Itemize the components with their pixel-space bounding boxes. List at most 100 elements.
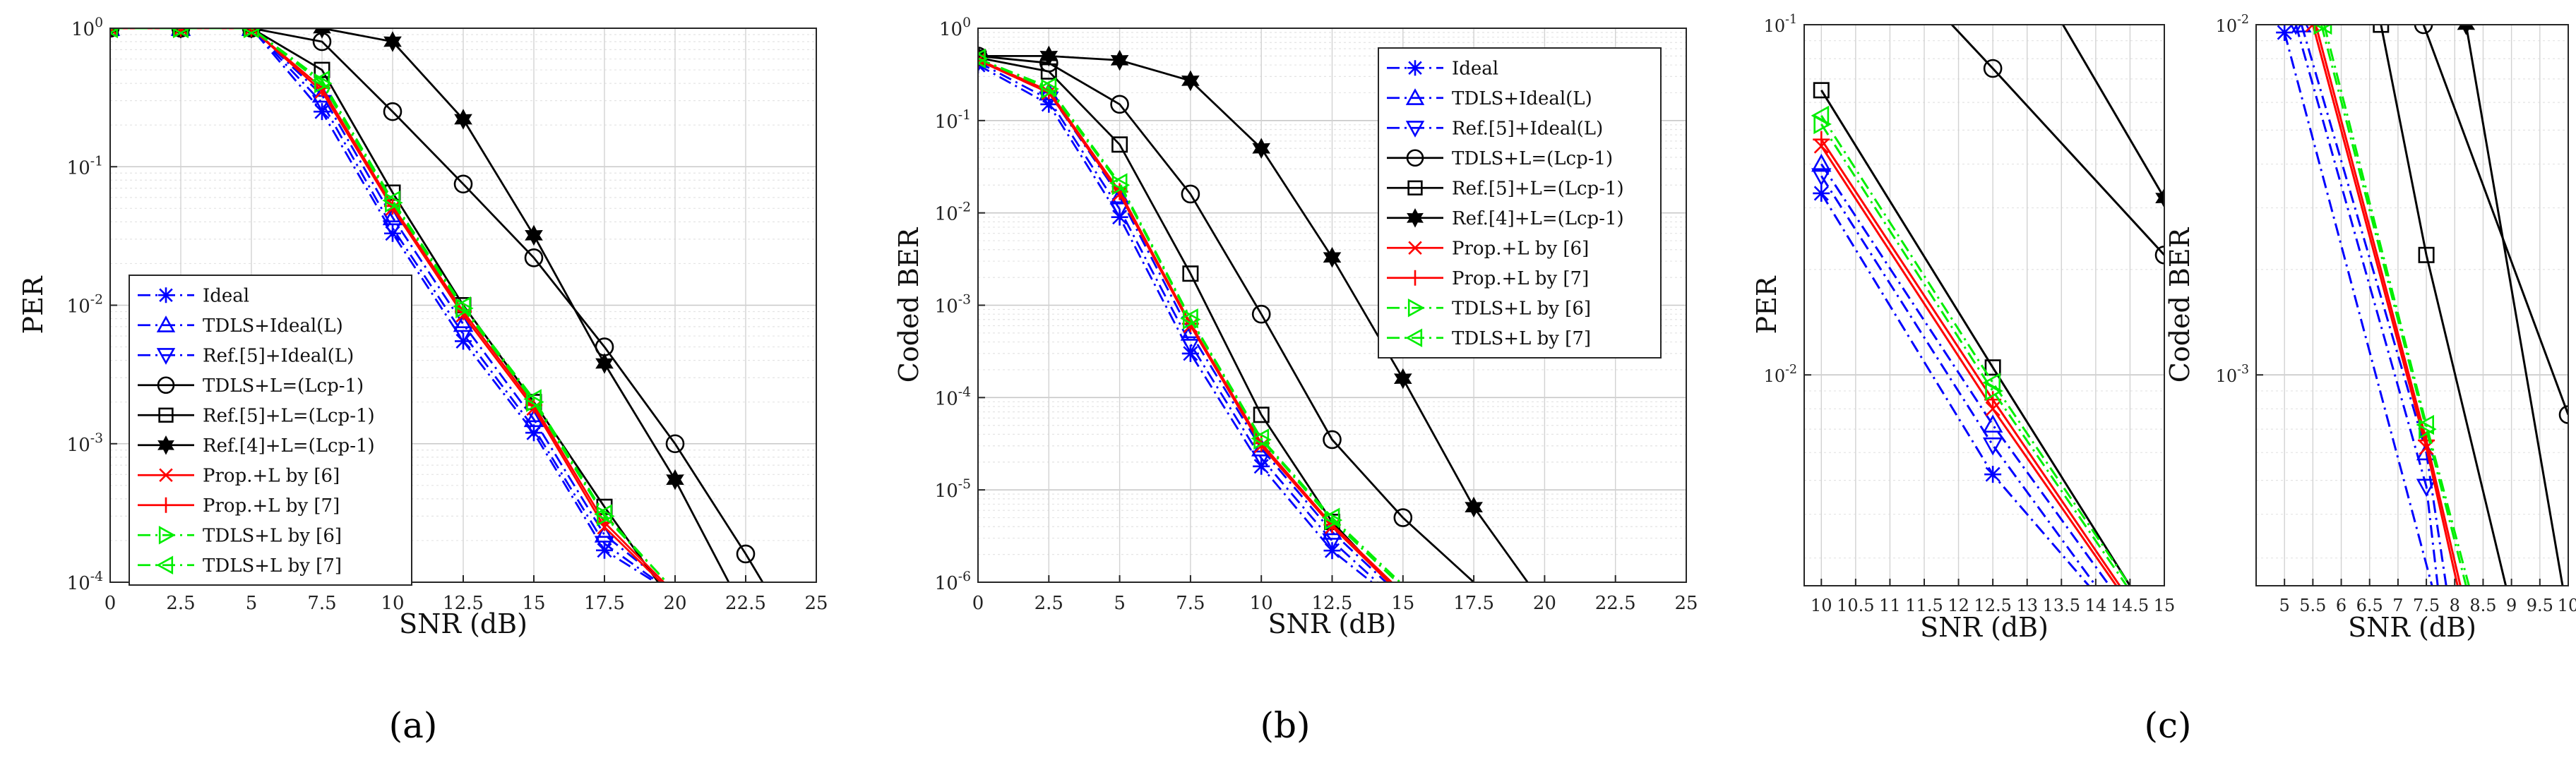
marker-tdls_ideal bbox=[1109, 186, 1130, 205]
legend-marker bbox=[1408, 241, 1422, 255]
marker-tdls7 bbox=[311, 70, 330, 91]
marker-ref4_lcp bbox=[1393, 368, 1412, 390]
x-tick-label: 17.5 bbox=[584, 593, 625, 614]
legend-box bbox=[129, 275, 412, 586]
marker-tdls_lcp bbox=[1393, 508, 1413, 527]
x-tick-label: 5.5 bbox=[2299, 596, 2326, 615]
marker-ref5_ideal bbox=[382, 220, 403, 239]
legend-entry: TDLS+L=(Lcp-1) bbox=[203, 375, 364, 397]
marker-ref5_ideal bbox=[1180, 336, 1201, 355]
x-tick-label: 14 bbox=[2085, 596, 2107, 615]
marker-ref5_lcp bbox=[1182, 265, 1199, 282]
marker-prop7 bbox=[2307, 25, 2325, 33]
series-line-ref4_lcp bbox=[2061, 25, 2164, 199]
x-axis-label: SNR (dB) bbox=[399, 608, 527, 639]
marker-ref5_lcp bbox=[2373, 25, 2390, 33]
legend-entry: Prop.+L by [7] bbox=[1452, 268, 1589, 289]
legend-entry: Ref.[5]+Ideal(L) bbox=[1452, 118, 1603, 139]
marker-tdls7 bbox=[1251, 428, 1270, 449]
marker-ref4_lcp bbox=[1465, 496, 1483, 518]
y-tick-label: 10-3 bbox=[67, 431, 103, 456]
y-tick-label: 10-2 bbox=[2216, 13, 2249, 36]
marker-ref5_ideal bbox=[453, 326, 474, 344]
x-tick-label: 11 bbox=[1879, 596, 1901, 615]
legend-marker bbox=[158, 497, 174, 513]
y-tick-label: 100 bbox=[71, 16, 103, 40]
legend-marker bbox=[1405, 88, 1425, 105]
x-axis-label: SNR (dB) bbox=[2348, 612, 2476, 643]
legend: Ideal TDLS+Ideal(L) Ref.[5]+Ideal(L) TDLS+L… bbox=[1378, 47, 1662, 359]
marker-tdls_lcp bbox=[2414, 25, 2433, 35]
legend-marker bbox=[156, 348, 176, 365]
marker-tdls6 bbox=[1985, 380, 2003, 402]
marker-ref5_ideal bbox=[594, 536, 615, 554]
x-tick-label: 7.5 bbox=[307, 593, 336, 614]
marker-ref5_lcp bbox=[314, 61, 330, 78]
y-tick-label: 10-2 bbox=[67, 293, 103, 318]
axes-frame bbox=[2255, 24, 2569, 586]
y-tick-label: 10-2 bbox=[935, 200, 971, 225]
marker-tdls7 bbox=[453, 296, 471, 317]
marker-ref4_lcp bbox=[595, 353, 614, 374]
x-tick-label: 5 bbox=[2279, 596, 2290, 615]
marker-ideal bbox=[525, 424, 542, 442]
marker-tdls7 bbox=[241, 28, 259, 39]
marker-ref5_lcp bbox=[2418, 246, 2435, 263]
figure-label-b: (b) bbox=[1260, 705, 1310, 746]
x-tick-label: 20 bbox=[1533, 593, 1556, 614]
legend-box bbox=[1378, 47, 1662, 359]
legend-entry: TDLS+L by [7] bbox=[1452, 328, 1591, 349]
marker-ref5_lcp bbox=[1253, 406, 1270, 423]
x-tick-label: 22.5 bbox=[1595, 593, 1636, 614]
legend-entry: Prop.+L by [7] bbox=[203, 495, 340, 517]
x-tick-label: 6 bbox=[2336, 596, 2347, 615]
series-line-ref5_ideal bbox=[2294, 25, 2439, 586]
x-tick-label: 13.5 bbox=[2043, 596, 2080, 615]
figure-label-a: (a) bbox=[389, 705, 438, 746]
legend-entry: TDLS+Ideal(L) bbox=[203, 315, 343, 337]
x-tick-label: 12.5 bbox=[1312, 593, 1353, 614]
marker-ideal bbox=[1984, 466, 2002, 483]
legend-marker bbox=[1407, 208, 1424, 228]
y-tick-label: 10-3 bbox=[935, 293, 971, 318]
legend-marker bbox=[1406, 149, 1424, 167]
marker-tdls_lcp bbox=[453, 174, 473, 194]
x-tick-label: 11.5 bbox=[1905, 596, 1943, 615]
marker-ref5_ideal bbox=[1811, 168, 1832, 186]
marker-prop6 bbox=[110, 28, 118, 36]
x-tick-label: 15 bbox=[1391, 593, 1414, 614]
legend-entry: Ref.[5]+L=(Lcp-1) bbox=[203, 405, 375, 426]
x-tick-label: 0 bbox=[972, 593, 984, 614]
x-tick-label: 10 bbox=[1250, 593, 1273, 614]
x-tick-label: 25 bbox=[804, 593, 828, 614]
tick-labels: 0 2.5 5 7.5 10 12.5 15 17.5 20 22.5 25 10-4 10-3 10-2… bbox=[67, 16, 828, 614]
marker-tdls7 bbox=[1180, 308, 1198, 329]
legend-marker bbox=[1407, 270, 1423, 286]
x-tick-label: 0 bbox=[105, 593, 117, 614]
series-line-tdls7 bbox=[110, 28, 668, 582]
legend-marker bbox=[157, 376, 175, 394]
marker-ref5_ideal bbox=[523, 420, 544, 439]
series-group bbox=[110, 28, 764, 582]
series-line-ref5_lcp bbox=[2380, 25, 2508, 586]
y-tick-label: 10-5 bbox=[935, 477, 971, 502]
marker-tdls_ideal bbox=[594, 524, 615, 543]
series-line-ref5_ideal bbox=[978, 61, 1378, 582]
legend-entry: TDLS+L=(Lcp-1) bbox=[1452, 148, 1613, 169]
y-tick-label: 10-1 bbox=[935, 108, 971, 133]
x-tick-label: 2.5 bbox=[1034, 593, 1063, 614]
legend-entry: TDLS+L by [6] bbox=[203, 525, 342, 546]
x-tick-label: 5 bbox=[246, 593, 258, 614]
marker-ideal bbox=[2276, 25, 2294, 42]
legend-entry: Ideal bbox=[203, 285, 249, 306]
x-axis-label: SNR (dB) bbox=[1920, 612, 2049, 643]
series-line-ideal bbox=[110, 28, 656, 582]
marker-tdls_lcp bbox=[665, 434, 685, 454]
marker-ref5_ideal bbox=[1109, 201, 1130, 219]
marker-tdls_lcp bbox=[1983, 59, 2003, 78]
series-line-ref4_lcp bbox=[2464, 25, 2564, 586]
series-line-tdls6 bbox=[1820, 124, 2128, 586]
marker-tdls_ideal bbox=[1811, 153, 1832, 172]
marker-prop6 bbox=[1985, 401, 2000, 416]
